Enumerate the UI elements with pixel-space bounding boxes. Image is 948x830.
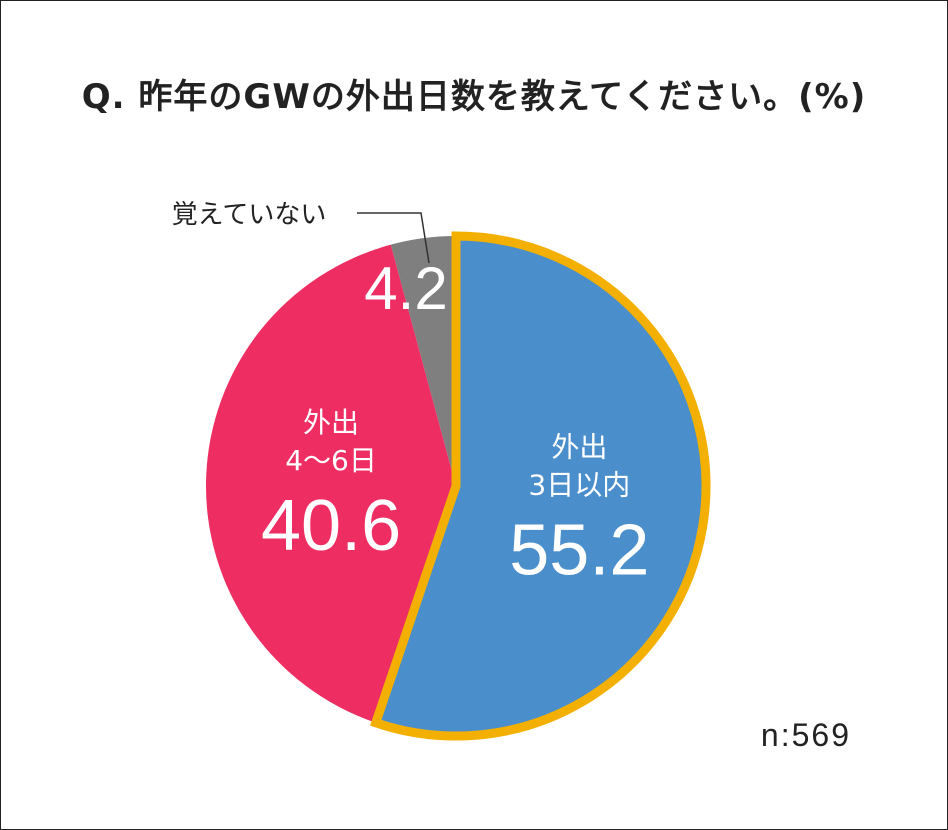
- pie-category-label-1-line-0: 外出: [303, 406, 359, 439]
- pie-slice-2: [390, 236, 456, 486]
- leader-line-2: [357, 212, 430, 264]
- pie-category-label-0-line-1: 3日以内: [528, 468, 630, 501]
- pie-slice-0: [370, 231, 711, 741]
- pie-value-label-0: 55.2: [509, 510, 649, 590]
- pie-category-label-2: 覚えていない: [172, 200, 327, 230]
- pie-value-label-1: 40.6: [261, 486, 401, 566]
- pie-slice-1: [205, 244, 456, 723]
- chart-title: Q. 昨年のGWの外出日数を教えてください。(%): [81, 77, 867, 117]
- sample-size: n:569: [760, 717, 851, 753]
- pie-category-label-0-line-0: 外出: [551, 430, 607, 463]
- pie-value-label-2: 4.2: [364, 255, 447, 322]
- pie-category-label-1-line-1: 4〜6日: [285, 444, 377, 477]
